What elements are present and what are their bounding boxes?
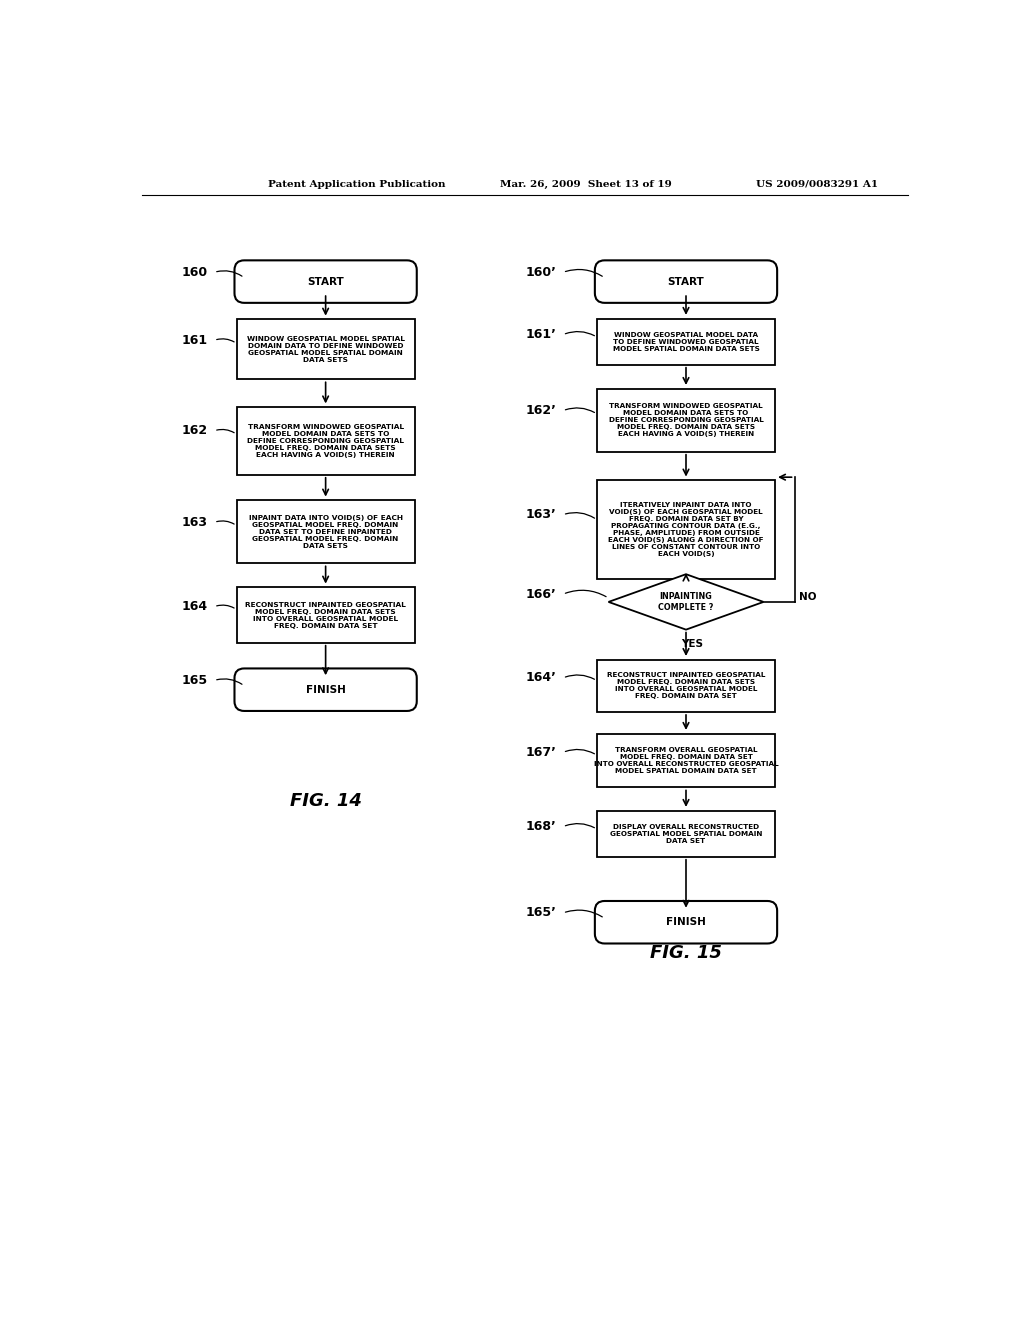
- FancyBboxPatch shape: [234, 668, 417, 711]
- Text: FIG. 15: FIG. 15: [650, 944, 722, 962]
- Text: WINDOW GEOSPATIAL MODEL DATA
TO DEFINE WINDOWED GEOSPATIAL
MODEL SPATIAL DOMAIN : WINDOW GEOSPATIAL MODEL DATA TO DEFINE W…: [612, 331, 760, 351]
- Text: Mar. 26, 2009  Sheet 13 of 19: Mar. 26, 2009 Sheet 13 of 19: [500, 180, 672, 189]
- Text: 164’: 164’: [525, 672, 557, 685]
- Bar: [237, 500, 415, 564]
- Text: 168’: 168’: [526, 820, 557, 833]
- FancyBboxPatch shape: [595, 902, 777, 944]
- Bar: [597, 318, 775, 364]
- Text: 166’: 166’: [526, 587, 557, 601]
- Bar: [597, 480, 775, 578]
- Text: DISPLAY OVERALL RECONSTRUCTED
GEOSPATIAL MODEL SPATIAL DOMAIN
DATA SET: DISPLAY OVERALL RECONSTRUCTED GEOSPATIAL…: [610, 824, 762, 843]
- Text: 162: 162: [181, 424, 208, 437]
- Text: 165’: 165’: [525, 907, 557, 920]
- Text: 162’: 162’: [525, 404, 557, 417]
- Text: 161’: 161’: [525, 329, 557, 342]
- Text: YES: YES: [681, 639, 703, 649]
- Text: INPAINT DATA INTO VOID(S) OF EACH
GEOSPATIAL MODEL FREQ. DOMAIN
DATA SET TO DEFI: INPAINT DATA INTO VOID(S) OF EACH GEOSPA…: [249, 515, 402, 549]
- Text: 165: 165: [181, 675, 208, 686]
- Text: 163: 163: [182, 516, 208, 529]
- Text: 160: 160: [181, 265, 208, 279]
- Text: TRANSFORM WINDOWED GEOSPATIAL
MODEL DOMAIN DATA SETS TO
DEFINE CORRESPONDING GEO: TRANSFORM WINDOWED GEOSPATIAL MODEL DOMA…: [608, 403, 763, 437]
- Text: US 2009/0083291 A1: US 2009/0083291 A1: [756, 180, 878, 189]
- Text: 167’: 167’: [525, 746, 557, 759]
- Text: RECONSTRUCT INPAINTED GEOSPATIAL
MODEL FREQ. DOMAIN DATA SETS
INTO OVERALL GEOSP: RECONSTRUCT INPAINTED GEOSPATIAL MODEL F…: [245, 602, 407, 628]
- Bar: [597, 660, 775, 711]
- Text: FINISH: FINISH: [306, 685, 345, 694]
- Text: INPAINTING
COMPLETE ?: INPAINTING COMPLETE ?: [658, 593, 714, 611]
- Text: 160’: 160’: [525, 265, 557, 279]
- Text: ITERATIVELY INPAINT DATA INTO
VOID(S) OF EACH GEOSPATIAL MODEL
FREQ. DOMAIN DATA: ITERATIVELY INPAINT DATA INTO VOID(S) OF…: [608, 502, 764, 557]
- Bar: [597, 810, 775, 857]
- FancyBboxPatch shape: [595, 260, 777, 302]
- Text: 161: 161: [181, 334, 208, 347]
- Bar: [597, 734, 775, 788]
- Text: START: START: [307, 277, 344, 286]
- Text: FINISH: FINISH: [666, 917, 706, 927]
- Text: 164: 164: [181, 601, 208, 614]
- Bar: [237, 319, 415, 379]
- Text: START: START: [668, 277, 705, 286]
- Text: WINDOW GEOSPATIAL MODEL SPATIAL
DOMAIN DATA TO DEFINE WINDOWED
GEOSPATIAL MODEL : WINDOW GEOSPATIAL MODEL SPATIAL DOMAIN D…: [247, 335, 404, 363]
- FancyBboxPatch shape: [234, 260, 417, 302]
- Text: Patent Application Publication: Patent Application Publication: [267, 180, 445, 189]
- Polygon shape: [608, 574, 764, 630]
- Text: FIG. 14: FIG. 14: [290, 792, 361, 810]
- Text: NO: NO: [799, 593, 817, 602]
- Bar: [237, 587, 415, 643]
- Text: 163’: 163’: [526, 508, 557, 521]
- Text: TRANSFORM WINDOWED GEOSPATIAL
MODEL DOMAIN DATA SETS TO
DEFINE CORRESPONDING GEO: TRANSFORM WINDOWED GEOSPATIAL MODEL DOMA…: [247, 424, 404, 458]
- Text: RECONSTRUCT INPAINTED GEOSPATIAL
MODEL FREQ. DOMAIN DATA SETS
INTO OVERALL GEOSP: RECONSTRUCT INPAINTED GEOSPATIAL MODEL F…: [607, 672, 765, 700]
- Text: TRANSFORM OVERALL GEOSPATIAL
MODEL FREQ. DOMAIN DATA SET
INTO OVERALL RECONSTRUC: TRANSFORM OVERALL GEOSPATIAL MODEL FREQ.…: [594, 747, 778, 774]
- Bar: [237, 407, 415, 475]
- Bar: [597, 388, 775, 451]
